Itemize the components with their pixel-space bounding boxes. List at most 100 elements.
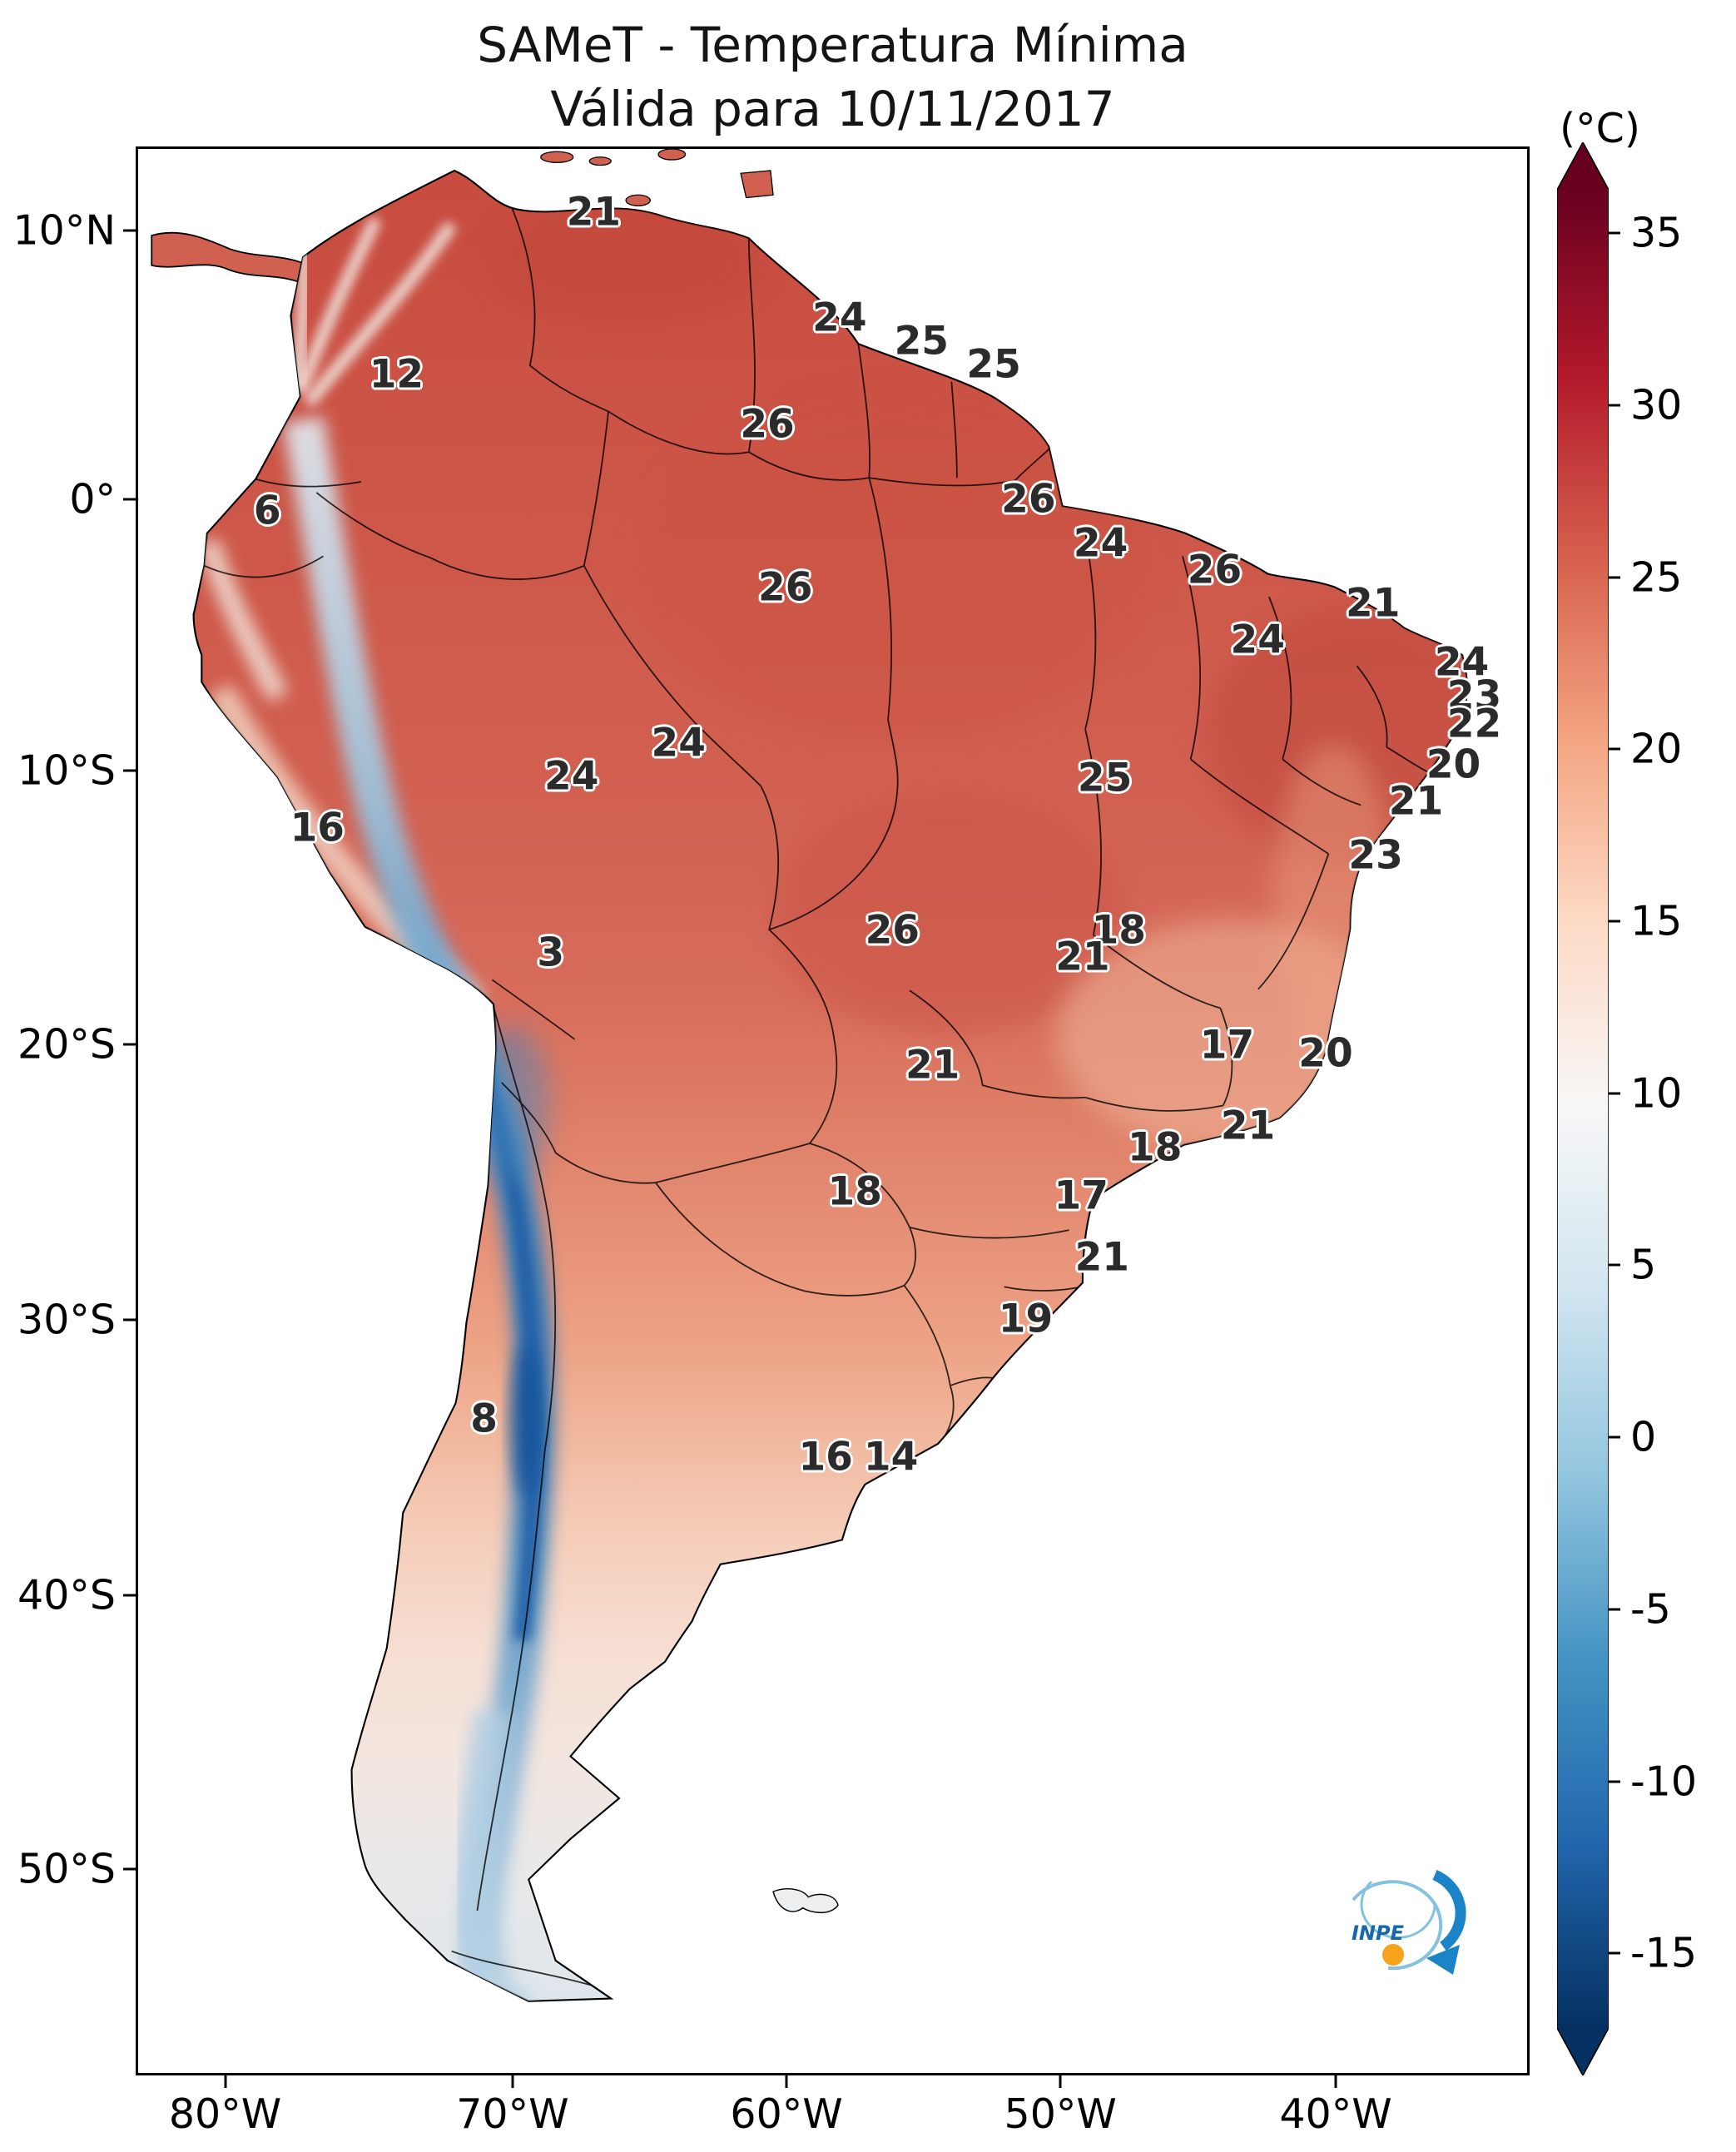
station-temperature-labels: 21 24 25 25 12 26 6 26 24 26 26 21 24 24 23 22 24 20 24 25 2…: [138, 149, 1527, 2073]
colorbar-tick-label: 25: [1630, 553, 1683, 602]
temp-label: 25: [894, 318, 950, 364]
lat-tick-mark: [123, 1043, 136, 1046]
colorbar-tick-mark: [1609, 1780, 1620, 1783]
lat-tick-mark: [123, 1867, 136, 1871]
temp-label: 21: [1220, 1103, 1276, 1149]
temp-label: 18: [1128, 1124, 1183, 1171]
colorbar-tick-label: 20: [1630, 725, 1683, 773]
temp-label: 21: [1074, 1234, 1129, 1281]
colorbar-tick-label: 5: [1630, 1241, 1657, 1289]
temp-label: 24: [1230, 617, 1285, 663]
temp-label: 24: [651, 720, 706, 766]
temp-label: 26: [865, 907, 920, 954]
colorbar-tick-mark: [1609, 747, 1620, 751]
lon-tick-mark: [785, 2075, 788, 2088]
temp-label: 21: [905, 1042, 960, 1088]
map-plot-area: 21 24 25 25 12 26 6 26 24 26 26 21 24 24 23 22 24 20 24 25 2…: [136, 146, 1530, 2075]
temp-label: 25: [1077, 755, 1133, 801]
temp-label: 26: [758, 564, 813, 611]
colorbar: [1557, 142, 1609, 2075]
lat-tick-mark: [123, 769, 136, 772]
colorbar-tick-label: -15: [1630, 1929, 1698, 1977]
temp-label: 24: [544, 753, 599, 800]
inpe-logo: INPE: [1352, 1870, 1466, 1975]
temp-label: 24: [1073, 520, 1128, 567]
lat-tick-mark: [123, 1318, 136, 1321]
title-line-2: Válida para 10/11/2017: [550, 80, 1115, 137]
lat-tick-label: 10°N: [12, 206, 116, 255]
lat-tick-label: 10°S: [17, 746, 116, 795]
logo-orange-dot: [1382, 1944, 1404, 1966]
colorbar-tick-label: 15: [1630, 897, 1683, 945]
colorbar-tick-mark: [1609, 1092, 1620, 1095]
temp-label: 20: [1298, 1030, 1353, 1077]
title-line-1: SAMeT - Temperatura Mínima: [477, 17, 1188, 73]
lon-tick-label: 40°W: [1279, 2090, 1392, 2138]
temp-label: 6: [253, 488, 281, 534]
colorbar-tick-label: 30: [1630, 381, 1683, 429]
temp-label: 21: [1055, 934, 1110, 980]
logo-arrow-head: [1426, 1945, 1460, 1975]
south-america-temperature-map: [151, 149, 1468, 2002]
colorbar-tick-mark: [1609, 1608, 1620, 1611]
lat-tick-label: 20°S: [17, 1020, 116, 1069]
lat-tick-label: 30°S: [17, 1296, 116, 1344]
logo-arrow: [1432, 1870, 1466, 1951]
latitude-axis: 10°N 0° 10°S 20°S 30°S 40°S 50°S: [0, 146, 136, 2075]
colorbar-tick-label: -10: [1630, 1758, 1698, 1806]
temp-label: 16: [290, 805, 345, 851]
colorbar-ticks: 35 30 25 20 15 10 5 0 -5 -10 -15: [1609, 190, 1734, 2028]
temp-label: 26: [1001, 476, 1056, 523]
temp-label: 16: [798, 1434, 853, 1480]
temp-label: 14: [863, 1434, 919, 1480]
temp-label: 21: [1346, 580, 1401, 627]
temp-label: 20: [1426, 741, 1481, 788]
lat-tick-mark: [123, 229, 136, 232]
colorbar-tick-label: 35: [1630, 209, 1683, 257]
temp-label: 23: [1348, 832, 1403, 878]
colorbar-tick-mark: [1609, 1435, 1620, 1439]
logo-inner-arc: [1360, 1880, 1436, 1939]
lon-tick-mark: [224, 2075, 227, 2088]
temp-label: 19: [998, 1296, 1054, 1342]
lat-tick-label: 50°S: [17, 1845, 116, 1893]
colorbar-tick-mark: [1609, 576, 1620, 579]
colorbar-tick-mark: [1609, 920, 1620, 923]
colorbar-body: [1557, 142, 1609, 2075]
lon-tick-mark: [1334, 2075, 1337, 2088]
lon-tick-label: 60°W: [730, 2090, 843, 2138]
lon-tick-mark: [1059, 2075, 1062, 2088]
temp-label: 24: [1434, 639, 1490, 686]
temp-label: 18: [1091, 907, 1147, 954]
lat-tick-mark: [123, 498, 136, 501]
political-borders: [204, 205, 1439, 1993]
temp-label: 21: [566, 189, 622, 236]
temp-label: 26: [1187, 547, 1242, 593]
colorbar-tick-label: 10: [1630, 1069, 1683, 1118]
lon-tick-label: 50°W: [1004, 2090, 1117, 2138]
temp-label: 21: [1388, 778, 1444, 825]
temp-label: 12: [369, 351, 424, 397]
caribbean-islands: [540, 149, 774, 206]
temp-label: 8: [470, 1396, 498, 1442]
colorbar-tick-label: -5: [1630, 1585, 1671, 1634]
malvinas-islands: [772, 1888, 839, 1914]
colorbar-tick-mark: [1609, 1951, 1620, 1955]
chart-title: SAMeT - Temperatura Mínima Válida para 1…: [136, 13, 1530, 141]
longitude-axis: 80°W 70°W 60°W 50°W 40°W: [136, 2075, 1530, 2142]
lat-tick-label: 40°S: [17, 1571, 116, 1619]
colorbar-tick-mark: [1609, 1263, 1620, 1267]
temp-label: 26: [740, 401, 795, 448]
lon-tick-label: 70°W: [456, 2090, 569, 2138]
temp-label: 25: [966, 341, 1021, 388]
lon-tick-label: 80°W: [168, 2090, 282, 2138]
colorbar-tick-label: 0: [1630, 1413, 1657, 1461]
panama-isthmus: [151, 231, 303, 283]
temp-label: 3: [537, 930, 565, 976]
lat-tick-mark: [123, 1594, 136, 1597]
logo-orbit-arc: [1352, 1880, 1443, 1971]
temp-label: 17: [1054, 1173, 1109, 1219]
colorbar-tick-mark: [1609, 231, 1620, 235]
temp-label: 17: [1199, 1022, 1255, 1069]
